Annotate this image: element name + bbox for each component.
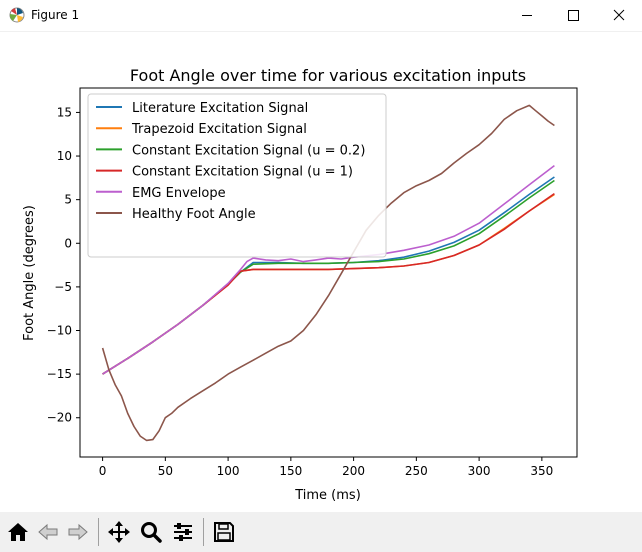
chart-title: Foot Angle over time for various excitat… <box>130 66 526 85</box>
minimize-icon <box>522 15 532 16</box>
x-tick-label: 300 <box>468 464 491 478</box>
magnifier-icon <box>141 522 162 543</box>
y-tick-label: −20 <box>47 411 72 425</box>
x-tick-label: 100 <box>217 464 240 478</box>
x-tick-label: 150 <box>279 464 302 478</box>
maximize-icon <box>568 10 579 21</box>
save-button[interactable] <box>210 517 238 547</box>
y-tick-label: 10 <box>57 149 72 163</box>
sliders-icon <box>174 523 192 541</box>
arrow-left-icon <box>38 523 58 541</box>
back-button[interactable] <box>34 517 62 547</box>
configure-subplots-button[interactable] <box>169 517 197 547</box>
chart: Foot Angle over time for various excitat… <box>22 66 578 503</box>
legend-entry: Trapezoid Excitation Signal <box>131 122 307 137</box>
legend-entry: Constant Excitation Signal (u = 0.2) <box>132 143 365 158</box>
y-tick-label: 5 <box>64 193 72 207</box>
x-tick-label: 350 <box>530 464 553 478</box>
x-axis-label: Time (ms) <box>294 488 361 503</box>
legend: Literature Excitation Signal Trapezoid Ex… <box>87 93 387 258</box>
figure-canvas[interactable]: Foot Angle over time for various excitat… <box>0 32 642 510</box>
toolbar-separator <box>203 518 204 546</box>
y-tick-label: 0 <box>64 236 72 250</box>
maximize-button[interactable] <box>550 0 596 31</box>
y-tick-label: 15 <box>57 105 72 119</box>
pan-button[interactable] <box>105 517 133 547</box>
minimize-button[interactable] <box>504 0 550 31</box>
floppy-disk-icon <box>214 522 234 542</box>
legend-entry: Literature Excitation Signal <box>132 101 308 116</box>
window-title: Figure 1 <box>31 8 80 22</box>
y-tick-label: −15 <box>47 367 72 381</box>
y-tick-label: −5 <box>54 280 72 294</box>
x-tick-label: 50 <box>158 464 173 478</box>
close-icon <box>613 9 625 21</box>
arrow-right-icon <box>68 523 88 541</box>
close-button[interactable] <box>596 0 642 31</box>
matplotlib-logo-icon <box>9 7 25 23</box>
forward-button[interactable] <box>64 517 92 547</box>
toolbar-separator <box>98 518 99 546</box>
title-bar[interactable]: Figure 1 <box>0 0 642 32</box>
x-tick-label: 250 <box>405 464 428 478</box>
x-tick-label: 200 <box>342 464 365 478</box>
series-line <box>102 164 555 375</box>
home-button[interactable] <box>4 517 32 547</box>
legend-entry: EMG Envelope <box>132 186 226 201</box>
zoom-button[interactable] <box>137 517 165 547</box>
series-line <box>101 104 555 442</box>
move-icon <box>108 521 130 543</box>
navigation-toolbar <box>0 512 642 552</box>
axis-ticks: 0 50 100 150 200 250 300 350 −20 −15 −10 −5 0 5 10 15 <box>47 105 554 478</box>
legend-entry: Healthy Foot Angle <box>132 207 256 222</box>
x-tick-label: 0 <box>99 464 107 478</box>
home-icon <box>8 523 28 541</box>
y-tick-label: −10 <box>47 324 72 338</box>
y-axis-label: Foot Angle (degrees) <box>22 205 37 341</box>
legend-box <box>87 93 387 258</box>
legend-entry: Constant Excitation Signal (u = 1) <box>132 165 353 180</box>
data-lines <box>101 104 555 442</box>
